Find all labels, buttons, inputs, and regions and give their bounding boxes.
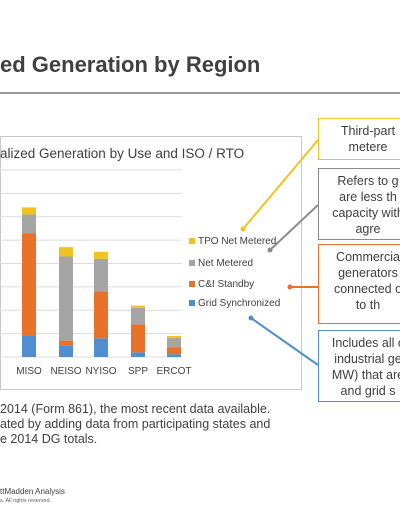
page-title: ed Generation by Region (0, 52, 261, 77)
footnote-line: ated by adding data from participating s… (0, 417, 271, 431)
callout-line: Third-part (340, 124, 396, 138)
bar-segment (59, 340, 73, 346)
title-rule (0, 92, 400, 94)
chart-title: alized Generation by Use and ISO / RTO (0, 146, 245, 161)
bar-segment (131, 324, 145, 353)
bar-segment (22, 335, 36, 357)
legend-label: Net Metered (198, 258, 253, 269)
connector-line (242, 139, 319, 230)
x-tick-label: ERCOT (157, 366, 192, 377)
callout-net-metered: Refers to g are less th capacity with ag… (318, 168, 400, 240)
callout-line: agre (355, 222, 381, 236)
legend-swatch (189, 281, 195, 287)
callout-tpo-net-metered: Third-part metere (318, 118, 400, 160)
callout-line: metere (348, 140, 388, 154)
callout-line: are less th (339, 190, 397, 204)
legend-swatch (189, 300, 195, 306)
copyright-label: s. All rights reserved. (0, 498, 52, 504)
bars (22, 207, 181, 357)
connector-dot (248, 315, 254, 321)
callout-line: generators (338, 266, 398, 280)
callout-line: connected o (333, 282, 400, 296)
legend: TPO Net Metered Net Metered C&I Standby Gri… (189, 236, 280, 309)
source-label: ttMadden Analysis (0, 487, 65, 496)
legend-label: Grid Synchronized (198, 298, 280, 309)
bar-segment (94, 258, 108, 292)
bar-segment (22, 207, 36, 215)
callout-line: Commercia (336, 250, 400, 264)
callout-line: and grid s (340, 384, 396, 398)
footnote-line: e 2014 DG totals. (0, 432, 98, 446)
legend-label: TPO Net Metered (198, 236, 276, 247)
legend-label: C&I Standby (198, 279, 254, 290)
bar-segment (94, 291, 108, 339)
connector-dot (240, 226, 246, 232)
connector-dot (267, 247, 273, 253)
connector-dot (287, 284, 293, 290)
bar-segment (59, 345, 73, 357)
callout-line: capacity with (332, 206, 400, 220)
bar-segment (94, 338, 108, 357)
legend-swatch (189, 238, 195, 244)
x-tick-label: NYISO (85, 366, 116, 377)
x-tick-label: SPP (128, 366, 148, 377)
callout-line: to th (355, 298, 381, 312)
x-tick-labels: IMISONEISONYISOSPPERCOT (16, 366, 192, 377)
callout-connectors (240, 139, 319, 366)
footnote-line: 2014 (Form 861), the most recent data av… (0, 402, 271, 416)
callout-line: MW) that are (331, 368, 400, 382)
bar-segment (59, 247, 73, 257)
x-tick-label: MISO (16, 366, 42, 377)
bar-segment (22, 233, 36, 336)
footnote: 2014 (Form 861), the most recent data av… (0, 402, 270, 447)
bar-segment (22, 214, 36, 234)
bar-segment (167, 337, 181, 348)
callout-grid-synchronized: Includes all c industrial ge MW) that ar… (318, 330, 400, 402)
callout-ci-standby: Commercia generators connected o to th (318, 244, 400, 324)
callout-line: Refers to g (337, 174, 399, 188)
callout-line: industrial ge (334, 352, 400, 366)
bar-segment (131, 305, 145, 308)
callout-line: Includes all c (331, 336, 400, 350)
legend-swatch (189, 260, 195, 266)
bar-segment (131, 307, 145, 325)
bar-segment (167, 335, 181, 338)
bar-segment (131, 352, 145, 357)
bar-segment (167, 347, 181, 355)
bar-segment (94, 251, 108, 259)
bar-segment (167, 354, 181, 357)
bar-segment (59, 256, 73, 341)
x-tick-label: NEISO (50, 366, 81, 377)
connector-line (250, 317, 319, 366)
connector-line (269, 204, 319, 251)
